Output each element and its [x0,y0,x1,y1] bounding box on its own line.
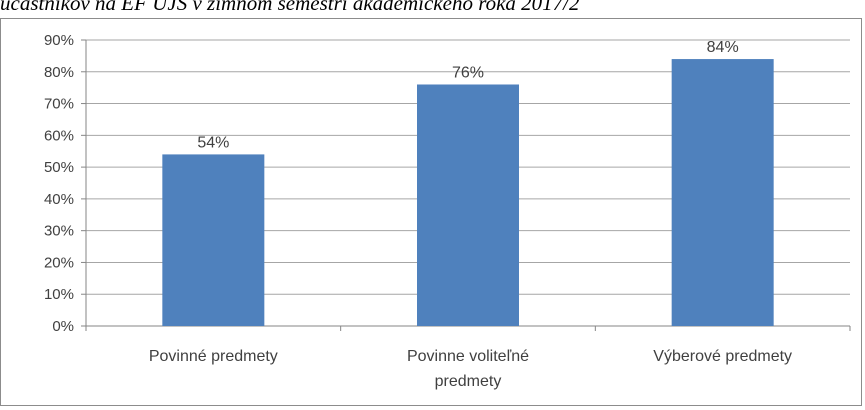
y-tick-label: 0% [52,318,74,335]
y-tick-label: 40% [44,191,74,208]
y-tick-label: 20% [44,254,74,271]
bar-value-label: 76% [452,64,484,81]
labels: 0% 10% 20% 30% 40% 50% 60% 70% 80% 90% 54% Povinné … [44,32,792,390]
bar-value-label: 84% [707,39,739,56]
bar-chart: 0% 10% 20% 30% 40% 50% 60% 70% 80% 90% 54% Povinné … [44,32,851,390]
y-tick-label: 10% [44,286,74,303]
y-tick-label: 90% [44,32,74,49]
chart-frame: 0% 10% 20% 30% 40% 50% 60% 70% 80% 90% 54% Povinné … [0,18,862,406]
bar [162,154,265,326]
y-tick-label: 80% [44,64,74,81]
x-category-label: predmety [435,373,502,390]
y-tick-label: 70% [44,96,74,113]
x-category-label: Povinné predmety [149,348,278,365]
x-category-label: Výberové predmety [653,348,792,365]
chart-caption: účastníkov na EF UJS v zimnom semestri a… [0,0,580,15]
x-category-label: Povinne voliteľné [407,348,529,365]
y-tick-label: 50% [44,159,74,176]
bar [417,84,519,326]
y-tick-label: 30% [44,223,74,240]
y-tick-label: 60% [44,127,74,144]
bars [162,59,774,327]
bar-value-label: 54% [197,134,229,151]
bar [671,59,774,327]
